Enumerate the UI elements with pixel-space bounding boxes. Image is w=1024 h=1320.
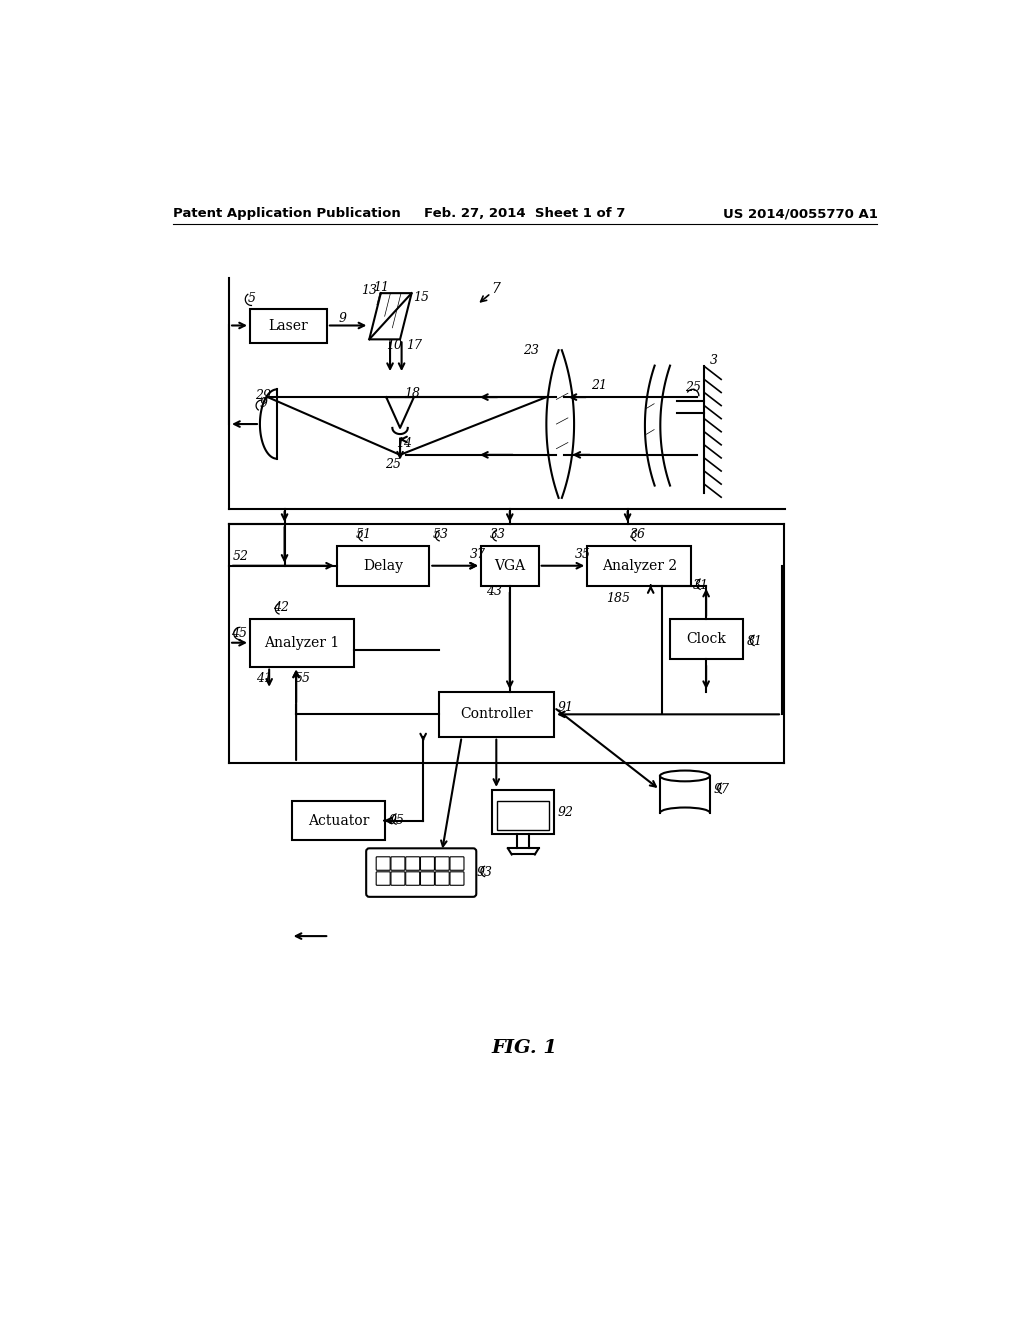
Bar xyxy=(337,545,429,586)
Text: Analyzer 1: Analyzer 1 xyxy=(264,636,340,649)
Text: 23: 23 xyxy=(523,345,540,358)
Text: Delay: Delay xyxy=(364,558,403,573)
Text: 13: 13 xyxy=(361,284,378,297)
Text: 17: 17 xyxy=(407,339,422,352)
FancyBboxPatch shape xyxy=(376,871,390,886)
Text: 93: 93 xyxy=(477,866,494,879)
Text: 31: 31 xyxy=(692,579,709,593)
Text: 5: 5 xyxy=(248,292,256,305)
Text: 95: 95 xyxy=(388,814,404,828)
Text: 92: 92 xyxy=(558,807,573,820)
Text: 18: 18 xyxy=(403,387,420,400)
Text: 3: 3 xyxy=(710,354,718,367)
Text: 10: 10 xyxy=(386,339,402,352)
Text: 33: 33 xyxy=(490,528,506,541)
Text: Analyzer 2: Analyzer 2 xyxy=(601,558,677,573)
FancyBboxPatch shape xyxy=(421,871,434,886)
Text: 35: 35 xyxy=(574,548,591,561)
Text: 15: 15 xyxy=(413,290,429,304)
Text: 43: 43 xyxy=(486,585,503,598)
Text: 25: 25 xyxy=(685,381,701,395)
Bar xyxy=(587,545,691,586)
Text: 14: 14 xyxy=(396,437,413,450)
Ellipse shape xyxy=(659,771,710,781)
FancyBboxPatch shape xyxy=(367,849,476,896)
Text: 29: 29 xyxy=(255,389,271,403)
FancyBboxPatch shape xyxy=(435,857,450,870)
Text: Patent Application Publication: Patent Application Publication xyxy=(173,207,400,220)
FancyBboxPatch shape xyxy=(450,871,464,886)
FancyBboxPatch shape xyxy=(376,857,390,870)
Text: Clock: Clock xyxy=(686,632,726,645)
Text: 25: 25 xyxy=(385,458,400,471)
Text: 9: 9 xyxy=(260,397,268,409)
Text: 42: 42 xyxy=(273,601,289,614)
Text: 55: 55 xyxy=(295,672,310,685)
Text: FIG. 1: FIG. 1 xyxy=(492,1039,558,1057)
Text: 36: 36 xyxy=(630,528,645,541)
Text: Laser: Laser xyxy=(268,319,308,333)
Text: 81: 81 xyxy=(746,635,763,648)
FancyBboxPatch shape xyxy=(450,857,464,870)
Text: Feb. 27, 2014  Sheet 1 of 7: Feb. 27, 2014 Sheet 1 of 7 xyxy=(424,207,626,220)
FancyBboxPatch shape xyxy=(421,857,434,870)
Text: Actuator: Actuator xyxy=(308,813,369,828)
Bar xyxy=(250,309,327,343)
Bar xyxy=(670,619,742,659)
Bar xyxy=(292,801,385,840)
Text: 51: 51 xyxy=(356,528,372,541)
Text: 7: 7 xyxy=(490,282,500,296)
Text: 97: 97 xyxy=(714,783,730,796)
FancyBboxPatch shape xyxy=(435,871,450,886)
FancyBboxPatch shape xyxy=(406,871,420,886)
Bar xyxy=(481,545,539,586)
Bar xyxy=(438,692,554,737)
Bar xyxy=(250,619,354,667)
Text: 91: 91 xyxy=(558,701,573,714)
Text: VGA: VGA xyxy=(495,558,525,573)
Text: 185: 185 xyxy=(605,593,630,606)
Text: 45: 45 xyxy=(230,627,247,640)
Text: Controller: Controller xyxy=(460,708,532,721)
Text: 11: 11 xyxy=(373,281,389,294)
Bar xyxy=(497,800,550,830)
FancyBboxPatch shape xyxy=(391,857,404,870)
Text: 41: 41 xyxy=(256,672,272,685)
Text: 9: 9 xyxy=(339,312,346,325)
FancyBboxPatch shape xyxy=(391,871,404,886)
Bar xyxy=(493,789,554,834)
Text: 52: 52 xyxy=(233,550,249,564)
Text: 37: 37 xyxy=(470,548,486,561)
Text: 21: 21 xyxy=(591,379,607,392)
Text: US 2014/0055770 A1: US 2014/0055770 A1 xyxy=(723,207,878,220)
FancyBboxPatch shape xyxy=(406,857,420,870)
Text: 53: 53 xyxy=(433,528,450,541)
